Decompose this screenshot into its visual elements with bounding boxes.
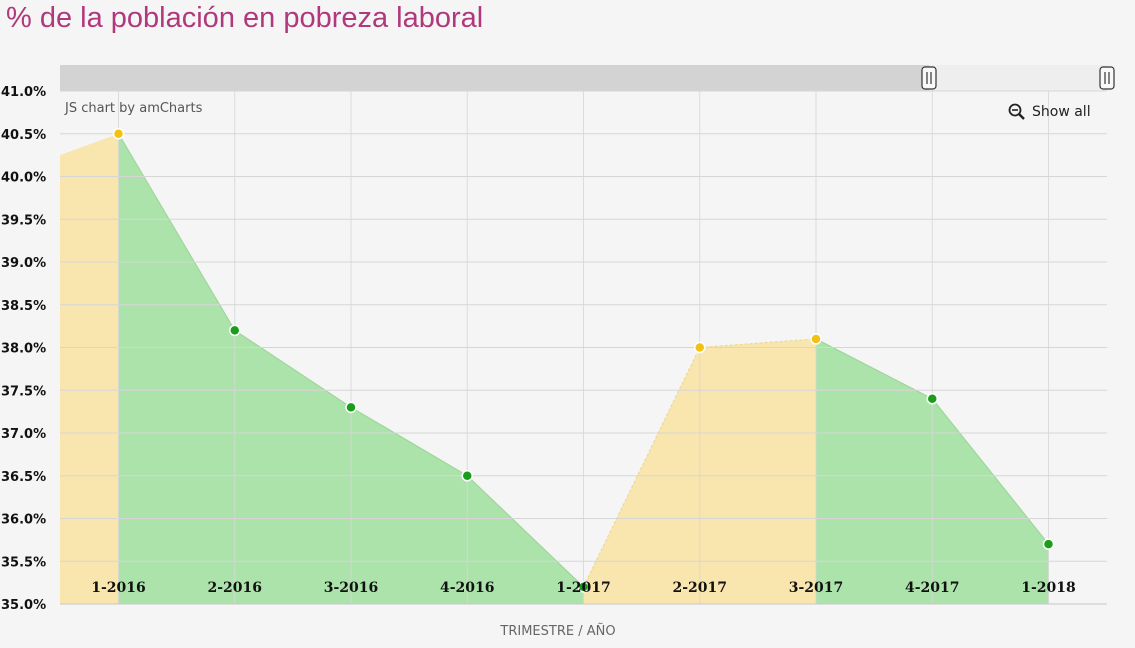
x-tick-label: 2-2017 xyxy=(672,580,727,596)
area-layer xyxy=(60,133,1049,604)
x-tick-label: 4-2017 xyxy=(905,580,960,596)
y-tick-label: 38.0% xyxy=(1,342,46,357)
series-line-segment xyxy=(815,338,933,400)
y-tick-label: 40.5% xyxy=(1,128,46,143)
area-segment-lead xyxy=(60,133,119,604)
y-tick-label: 35.0% xyxy=(1,598,46,613)
series-line-segment xyxy=(582,347,701,588)
show-all-button[interactable]: Show all xyxy=(1008,103,1091,120)
area-segment xyxy=(816,338,933,604)
scrollbar-right-grip[interactable] xyxy=(1099,66,1115,90)
x-tick-label: 3-2017 xyxy=(789,580,844,596)
area-segment xyxy=(234,330,351,604)
y-tick-label: 36.0% xyxy=(1,513,46,528)
y-tick-label: 40.0% xyxy=(1,171,46,186)
chart-scrollbar[interactable] xyxy=(60,65,1115,91)
data-point xyxy=(112,128,125,140)
y-tick-label: 41.0% xyxy=(1,85,46,100)
area-segment xyxy=(351,407,468,604)
amcharts-credit[interactable]: JS chart by amCharts xyxy=(64,101,203,116)
y-axis: 35.0% 35.5% 36.0% 36.5% 37.0% 37.5% 38.0% 38.5%… xyxy=(1,85,46,613)
series-line-segment xyxy=(699,338,817,349)
data-point xyxy=(461,470,473,482)
area-segment xyxy=(467,475,584,604)
y-tick-label: 37.0% xyxy=(1,427,46,442)
area-segment xyxy=(932,398,1049,604)
page-title: % de la población en pobreza laboral xyxy=(6,2,484,34)
x-tick-label: 1-2017 xyxy=(556,580,611,596)
y-tick-label: 37.5% xyxy=(1,384,46,399)
scrollbar-unselected xyxy=(929,65,1107,91)
y-tick-label: 38.5% xyxy=(1,299,46,314)
y-tick-label: 39.5% xyxy=(1,213,46,228)
x-tick-label: 1-2016 xyxy=(91,580,146,596)
data-point xyxy=(229,324,241,337)
data-point xyxy=(345,401,357,414)
data-point xyxy=(810,333,822,345)
data-point xyxy=(577,581,590,593)
x-axis: 1-2016 2-2016 3-2016 4-2016 1-2017 2-2017 3-20… xyxy=(91,580,1076,596)
series-line-segment xyxy=(466,475,584,588)
y-tick-label: 39.0% xyxy=(1,256,46,271)
series-line-segment xyxy=(117,133,236,331)
y-tick-label: 36.5% xyxy=(1,470,46,485)
area-segment xyxy=(699,338,816,604)
data-point xyxy=(694,341,706,354)
points-layer xyxy=(112,128,1055,593)
zoom-out-icon xyxy=(1008,103,1025,120)
data-point xyxy=(1042,538,1055,550)
x-tick-label: 1-2018 xyxy=(1021,580,1076,596)
x-axis-title: TRIMESTRE / AÑO xyxy=(499,623,615,639)
series-line-segment xyxy=(931,398,1049,545)
y-tick-label: 35.5% xyxy=(1,555,46,570)
x-tick-label: 3-2016 xyxy=(324,580,379,596)
scrollbar-left-grip[interactable] xyxy=(921,66,937,90)
series-line-segment xyxy=(234,329,352,408)
area-segment xyxy=(118,133,235,604)
show-all-label: Show all xyxy=(1032,104,1091,120)
series-line-segment xyxy=(350,406,468,477)
data-point xyxy=(926,393,938,405)
x-tick-label: 4-2016 xyxy=(440,580,495,596)
x-tick-label: 2-2016 xyxy=(207,580,262,596)
